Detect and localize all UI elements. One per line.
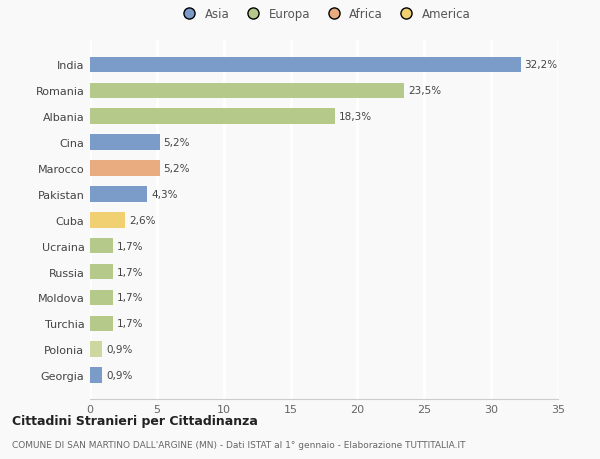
Text: 32,2%: 32,2% xyxy=(524,60,557,70)
Text: 5,2%: 5,2% xyxy=(164,138,190,148)
Text: 0,9%: 0,9% xyxy=(106,345,133,354)
Bar xyxy=(90,213,125,228)
Bar xyxy=(90,57,521,73)
Text: 18,3%: 18,3% xyxy=(339,112,372,122)
Text: Cittadini Stranieri per Cittadinanza: Cittadini Stranieri per Cittadinanza xyxy=(12,414,258,428)
Bar xyxy=(90,342,102,357)
Bar xyxy=(90,109,335,125)
Text: 4,3%: 4,3% xyxy=(152,190,178,200)
Bar xyxy=(90,290,113,306)
Bar xyxy=(90,316,113,331)
Text: 5,2%: 5,2% xyxy=(164,164,190,174)
Bar xyxy=(90,135,160,151)
Bar xyxy=(90,187,148,202)
Text: 2,6%: 2,6% xyxy=(129,215,155,225)
Text: 0,9%: 0,9% xyxy=(106,370,133,381)
Text: COMUNE DI SAN MARTINO DALL'ARGINE (MN) - Dati ISTAT al 1° gennaio - Elaborazione: COMUNE DI SAN MARTINO DALL'ARGINE (MN) -… xyxy=(12,441,466,449)
Text: 1,7%: 1,7% xyxy=(117,319,143,329)
Text: 1,7%: 1,7% xyxy=(117,267,143,277)
Bar xyxy=(90,238,113,254)
Text: 1,7%: 1,7% xyxy=(117,241,143,251)
Legend: Asia, Europa, Africa, America: Asia, Europa, Africa, America xyxy=(175,6,473,24)
Text: 1,7%: 1,7% xyxy=(117,293,143,303)
Text: 23,5%: 23,5% xyxy=(408,86,442,96)
Bar xyxy=(90,161,160,176)
Bar xyxy=(90,84,404,99)
Bar xyxy=(90,368,102,383)
Bar xyxy=(90,264,113,280)
